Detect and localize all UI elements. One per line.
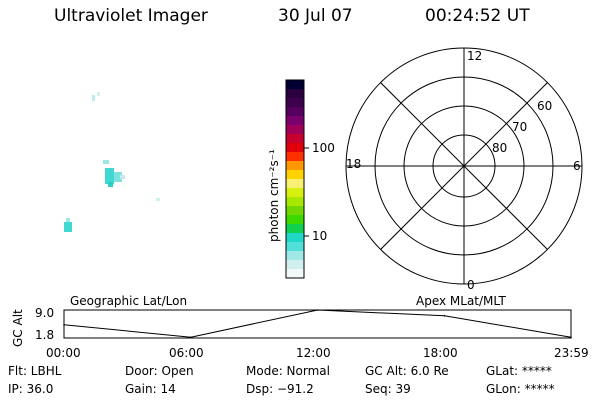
mlt-label-left: 18 [346, 157, 361, 171]
lat-label-60: 60 [537, 99, 552, 113]
altitude-point [316, 309, 319, 311]
status-seq: Seq: 39 [365, 382, 411, 396]
time-label: 00:24:52 UT [425, 6, 530, 26]
timeline-title-left: Geographic Lat/Lon [70, 294, 187, 308]
timeline-xtick-0: 00:00 [46, 346, 81, 360]
colorbar-band [286, 134, 304, 144]
status-glat: GLat: ***** [486, 364, 552, 378]
colorbar-tick-label-10: 10 [312, 229, 327, 243]
colorbar-band [286, 152, 304, 162]
colorbar-band [286, 197, 304, 207]
colorbar-band [286, 107, 304, 117]
colorbar-band [286, 260, 304, 270]
aurora-pixel [97, 92, 100, 96]
lat-label-70: 70 [512, 120, 527, 134]
timeline-xtick-4: 23:59 [554, 346, 589, 360]
status-dsp: Dsp: −91.2 [246, 382, 314, 396]
timeline-xtick-3: 18:00 [423, 346, 458, 360]
status-mode: Mode: Normal [246, 364, 330, 378]
colorbar-axis-label: photon cm⁻²s⁻¹ [267, 149, 281, 242]
altitude-point [63, 324, 65, 326]
status-gain: Gain: 14 [125, 382, 176, 396]
polar-grid [345, 47, 583, 285]
colorbar-band [286, 98, 304, 108]
mlt-label-top: 12 [467, 49, 482, 63]
aurora-pixel [120, 175, 125, 179]
status-glon: GLon: ***** [486, 382, 555, 396]
colorbar-band [286, 143, 304, 153]
timeline-title-right: Apex MLat/MLT [416, 294, 506, 308]
mlt-line-diagonal [380, 82, 548, 250]
timeline-xtick-1: 06:00 [169, 346, 204, 360]
colorbar-band [286, 80, 304, 90]
altitude-point [570, 336, 572, 339]
colorbar-band [286, 116, 304, 126]
colorbar-band [286, 215, 304, 225]
colorbar-band [286, 179, 304, 189]
colorbar-band [286, 242, 304, 252]
colorbar-band [286, 125, 304, 135]
aurora-image [64, 92, 160, 232]
lat-label-80: 80 [492, 141, 507, 155]
aurora-pixel [103, 160, 109, 164]
colorbar-band [286, 161, 304, 171]
date-label: 30 Jul 07 [278, 6, 353, 26]
colorbar-band [286, 89, 304, 99]
colorbar-frame [285, 79, 305, 279]
timeline-series-group [63, 309, 572, 339]
timeline-ylabel: GC Alt [11, 309, 25, 347]
aurora-pixel [64, 222, 72, 232]
colorbar-band [286, 206, 304, 216]
aurora-pixel [156, 198, 160, 201]
status-door: Door: Open [125, 364, 194, 378]
instrument-title: Ultraviolet Imager [54, 6, 208, 26]
altitude-point [443, 315, 446, 317]
colorbar-band [286, 269, 304, 279]
colorbar [285, 79, 305, 279]
status-flt: Flt: LBHL [8, 364, 62, 378]
colorbar-tick-label-100: 100 [312, 141, 335, 155]
aurora-pixel [92, 95, 95, 101]
aurora-pixel [66, 218, 70, 222]
aurora-pixel [105, 168, 114, 184]
status-ip: IP: 36.0 [8, 382, 54, 396]
aurora-pixel [114, 172, 122, 182]
altitude-series-line [63, 309, 572, 338]
timeline-ytick-top: 9.0 [35, 306, 54, 320]
mlt-label-right: 6 [573, 159, 581, 173]
colorbar-band [286, 233, 304, 243]
colorbar-band [286, 251, 304, 261]
altitude-point [190, 336, 192, 339]
colorbar-band [286, 170, 304, 180]
status-gcalt: GC Alt: 6.0 Re [365, 364, 449, 378]
mlt-label-bottom: 0 [467, 278, 475, 292]
colorbar-band [286, 224, 304, 234]
timeline-xtick-2: 12:00 [296, 346, 331, 360]
aurora-pixel [108, 182, 113, 187]
timeline-ytick-bottom: 1.8 [35, 328, 54, 342]
colorbar-band [286, 188, 304, 198]
